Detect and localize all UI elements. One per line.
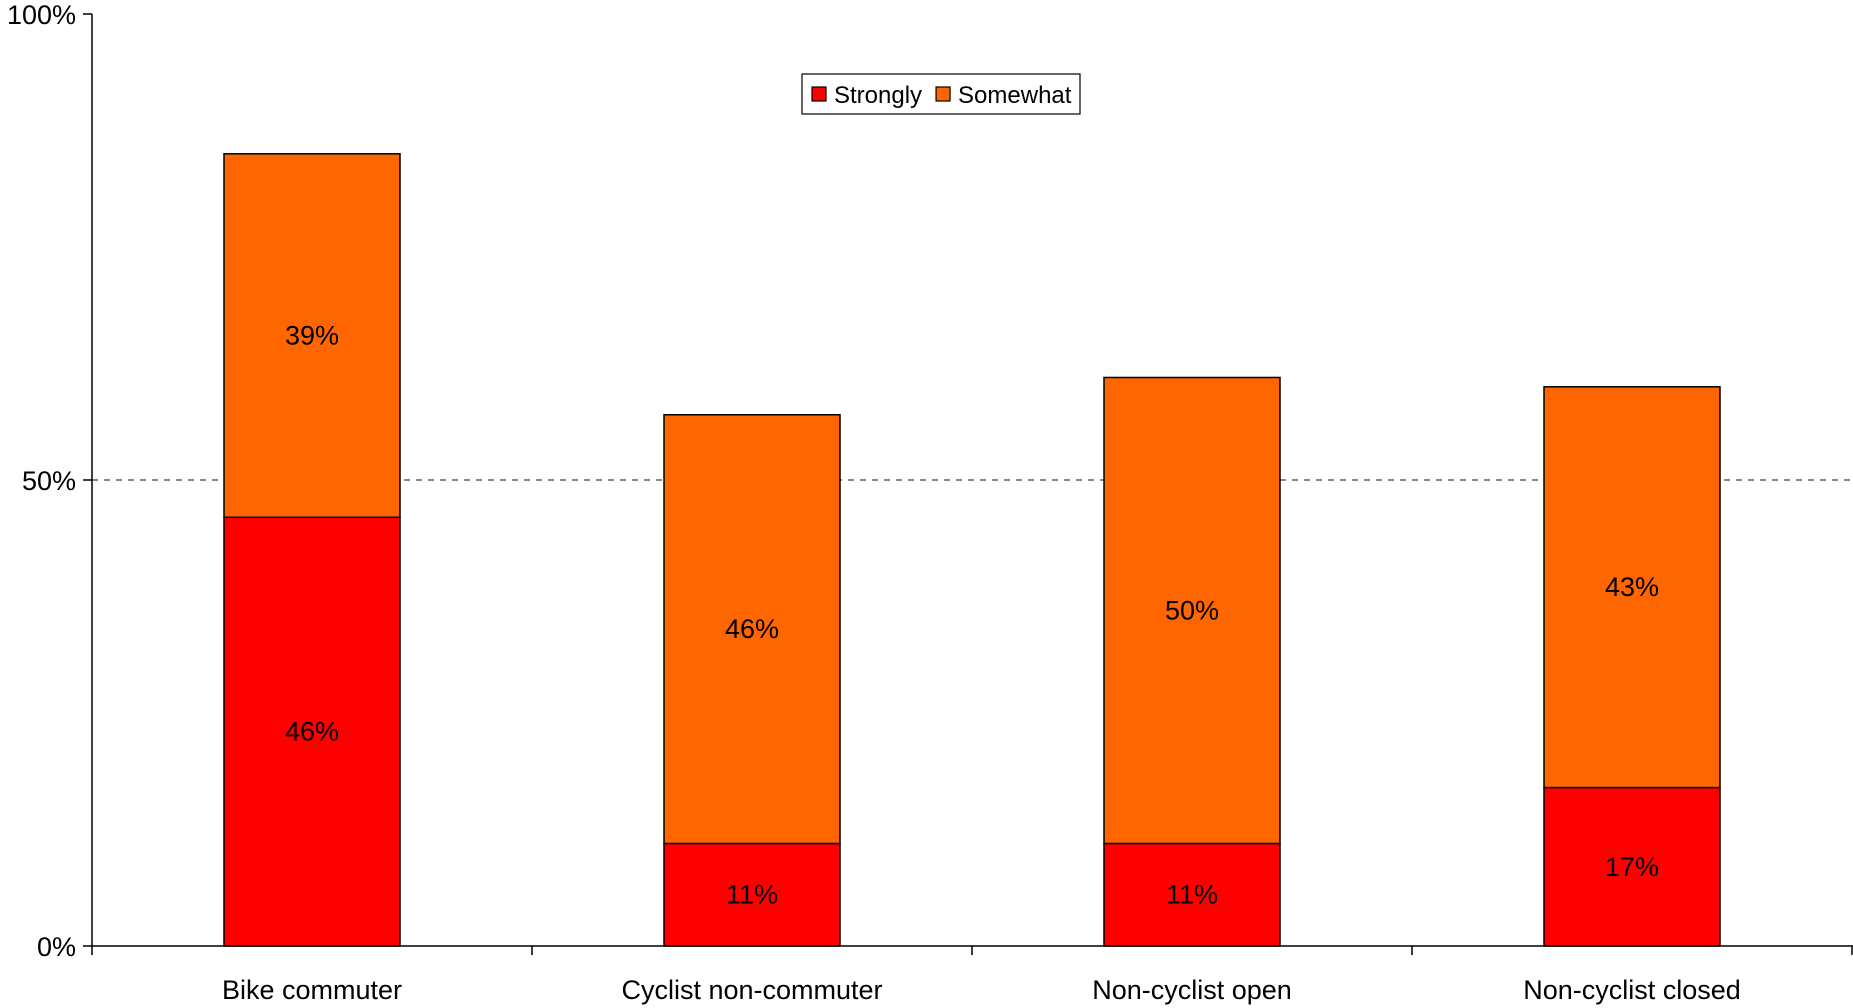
y-tick-label: 0% <box>37 932 76 962</box>
data-label: 11% <box>1166 880 1218 910</box>
axes: 0% 50% 100% Bike commuter Cyclist non-commut… <box>7 0 1853 1005</box>
x-tick-label: Cyclist non-commuter <box>621 975 882 1005</box>
data-label: 46% <box>285 717 339 747</box>
y-tick-label: 50% <box>22 466 76 496</box>
bar-somewhat-3 <box>1103 376 1281 845</box>
legend-swatch-somewhat <box>935 86 951 102</box>
bar-somewhat-1 <box>223 153 401 519</box>
bar-strongly-3 <box>1103 842 1281 947</box>
bars <box>223 153 1721 947</box>
bar-somewhat-4 <box>1543 386 1721 789</box>
data-label: 39% <box>285 321 339 351</box>
legend-label-somewhat: Somewhat <box>958 82 1072 109</box>
data-label: 50% <box>1165 595 1219 625</box>
x-tick-label: Non-cyclist open <box>1092 975 1292 1005</box>
y-tick-label: 100% <box>7 0 76 30</box>
data-labels: 46% 39% 11% 46% 11% 50% 17% 43% <box>285 321 1659 910</box>
legend-swatch-strongly <box>811 86 827 102</box>
bar-strongly-4 <box>1543 786 1721 947</box>
data-label: 46% <box>725 614 779 644</box>
data-label: 43% <box>1605 572 1659 602</box>
bar-somewhat-2 <box>663 414 841 845</box>
x-tick-label: Non-cyclist closed <box>1523 975 1741 1005</box>
x-tick-label: Bike commuter <box>222 975 402 1005</box>
legend: Strongly Somewhat <box>801 73 1081 115</box>
data-label: 17% <box>1605 852 1659 882</box>
data-label: 11% <box>726 880 778 910</box>
legend-label-strongly: Strongly <box>834 82 922 109</box>
